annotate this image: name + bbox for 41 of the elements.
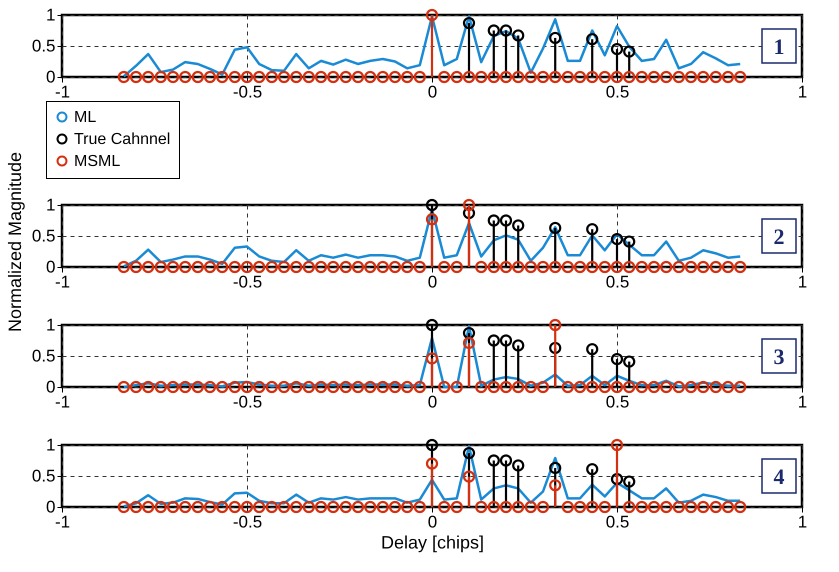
x-tick-label: 0 [428, 512, 438, 532]
x-tick-label: -1 [54, 512, 70, 532]
y-axis-title: Normalized Magnitude [5, 152, 25, 332]
x-axis-title: Delay [chips] [380, 532, 484, 552]
x-tick-label: -1 [54, 272, 70, 292]
x-tick-label: -1 [54, 392, 70, 412]
y-tick-label: 1 [46, 196, 56, 214]
x-tick-label: 0.5 [606, 512, 630, 532]
annotation: 3 [774, 344, 784, 369]
x-tick-label: 0.5 [606, 272, 630, 292]
x-tick-label: 0 [428, 392, 438, 412]
y-tick-label: 0.5 [32, 346, 56, 366]
x-tick-label: -0.5 [232, 82, 262, 102]
x-tick-label: -0.5 [232, 392, 262, 412]
y-tick-label: 0.5 [32, 226, 56, 246]
x-tick-label: 0 [428, 272, 438, 292]
x-tick-label: 0 [428, 82, 438, 102]
x-tick-label: 1 [798, 512, 808, 532]
x-tick-label: 0.5 [606, 82, 630, 102]
annotation: 2 [774, 224, 784, 249]
x-tick-label: -0.5 [232, 272, 262, 292]
x-tick-label: -0.5 [232, 512, 262, 532]
annotation: 4 [774, 464, 784, 489]
y-tick-label: 1 [46, 316, 56, 334]
x-tick-label: -1 [54, 82, 70, 102]
y-tick-label: 0 [46, 68, 56, 86]
y-tick-label: 1 [46, 436, 56, 454]
x-tick-label: 1 [798, 82, 808, 102]
legend-label: ML [74, 109, 96, 126]
x-tick-label: 1 [798, 272, 808, 292]
x-tick-label: 1 [798, 392, 808, 412]
y-tick-label: 0.5 [32, 36, 56, 56]
x-tick-label: 0.5 [606, 392, 630, 412]
y-tick-label: 1 [46, 6, 56, 24]
legend-label: True Cahnnel [74, 131, 170, 148]
y-tick-label: 0.5 [32, 466, 56, 486]
legend-label: MSML [74, 153, 120, 170]
y-tick-label: 0 [46, 378, 56, 396]
y-tick-label: 0 [46, 258, 56, 276]
annotation: 1 [774, 34, 784, 59]
y-tick-label: 0 [46, 498, 56, 516]
